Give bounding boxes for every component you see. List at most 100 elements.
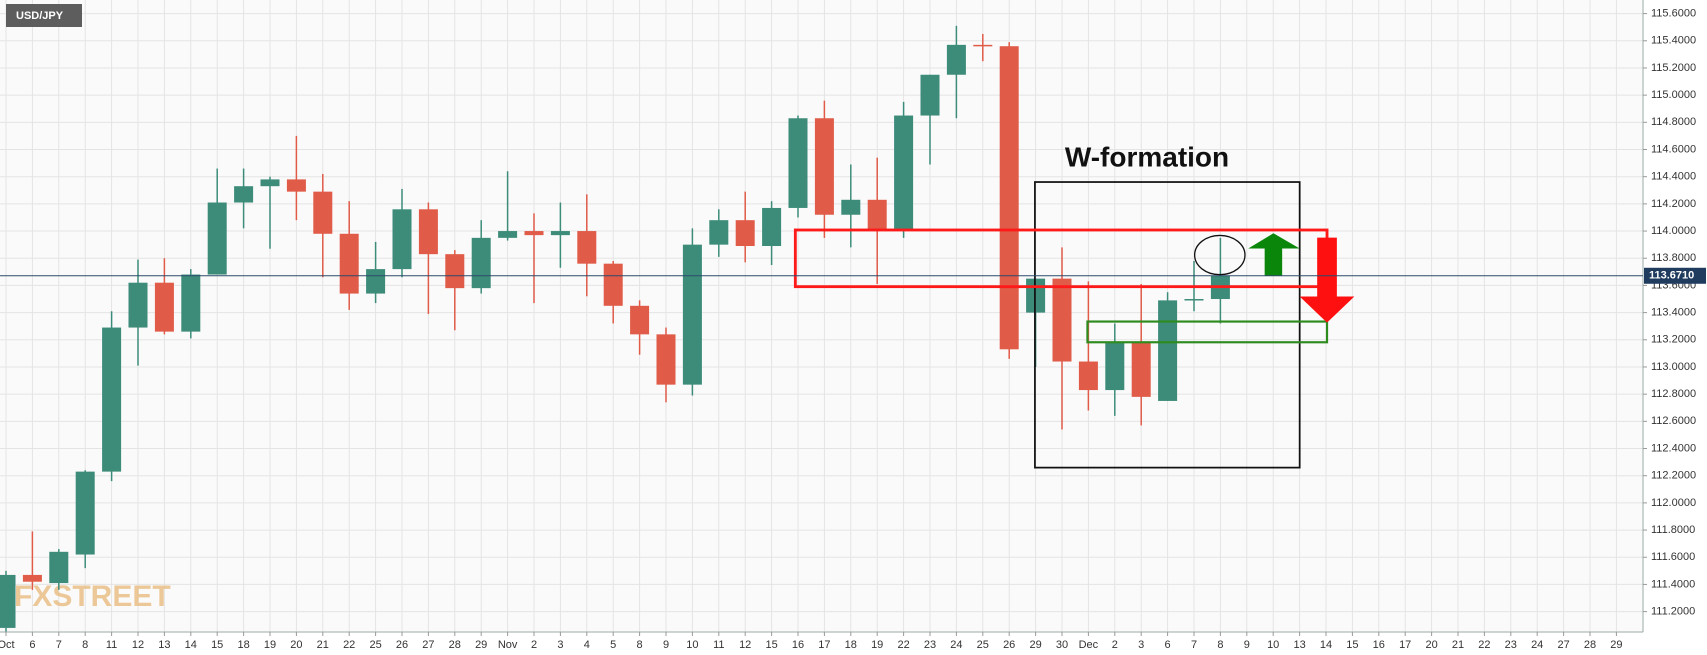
candle-body <box>603 263 623 306</box>
y-tick-label: 115.4000 <box>1651 35 1696 47</box>
candle-body <box>286 179 306 192</box>
x-tick-label: 3 <box>1138 639 1144 651</box>
x-tick-label: 16 <box>792 639 804 651</box>
annotation-text: W-formation <box>1065 141 1229 172</box>
y-tick-label: 111.8000 <box>1651 524 1695 536</box>
y-tick-label: 114.8000 <box>1651 116 1696 128</box>
candle-body <box>234 186 254 203</box>
candle-body <box>418 209 438 255</box>
y-tick-label: 113.4000 <box>1651 307 1696 319</box>
y-tick-label: 114.0000 <box>1651 225 1696 237</box>
x-tick-label: 24 <box>950 639 962 651</box>
symbol-box <box>6 4 82 27</box>
x-tick-label: 9 <box>1244 639 1250 651</box>
x-tick-label: 18 <box>237 639 249 651</box>
candles <box>0 25 1230 632</box>
x-tick-label: 7 <box>1191 639 1197 651</box>
candle-body <box>1131 342 1151 397</box>
x-tick-label: Oct <box>0 639 15 651</box>
x-tick-label: 22 <box>1478 639 1490 651</box>
x-tick-label: 2 <box>1112 639 1118 651</box>
candle-body <box>550 231 570 236</box>
x-tick-label: 15 <box>211 639 223 651</box>
x-tick-label: 20 <box>290 639 302 651</box>
x-tick-label: 14 <box>1320 639 1332 651</box>
y-tick-label: 113.0000 <box>1651 361 1696 373</box>
x-tick-label: 21 <box>1452 639 1464 651</box>
x-tick-label: 6 <box>29 639 35 651</box>
x-tick-label: 4 <box>584 639 590 651</box>
x-tick-label: 24 <box>1531 639 1543 651</box>
x-tick-label: 23 <box>924 639 936 651</box>
y-tick-label: 114.6000 <box>1651 143 1696 155</box>
annotations <box>793 181 1355 469</box>
candle-body <box>867 199 887 230</box>
candle-body <box>471 237 491 289</box>
y-tick-label: 112.2000 <box>1651 470 1696 482</box>
x-tick-label: 29 <box>1029 639 1041 651</box>
x-tick-label: 19 <box>264 639 276 651</box>
candle-body <box>1052 278 1072 362</box>
candle-body <box>682 244 702 385</box>
x-tick-label: 14 <box>185 639 197 651</box>
candle-body <box>814 118 834 215</box>
x-tick-label: 20 <box>1425 639 1437 651</box>
symbol-label: USD/JPY <box>16 10 64 22</box>
x-tick-label: 12 <box>739 639 751 651</box>
candle-body <box>445 254 465 289</box>
x-tick-label: 16 <box>1373 639 1385 651</box>
x-tick-label: Nov <box>498 639 518 651</box>
y-tick-label: 115.2000 <box>1651 62 1696 74</box>
candle-body <box>999 46 1019 350</box>
x-tick-label: 17 <box>1399 639 1411 651</box>
candle-body <box>128 282 148 328</box>
y-tick-label: 111.2000 <box>1651 606 1695 618</box>
y-tick-label: 112.4000 <box>1651 442 1696 454</box>
up-arrow <box>1248 233 1300 276</box>
y-tick-label: 115.0000 <box>1651 89 1696 101</box>
x-tick-label: 2 <box>531 639 537 651</box>
y-tick-label: 115.6000 <box>1651 7 1696 19</box>
candle-body <box>894 115 914 230</box>
x-tick-label: Dec <box>1079 639 1099 651</box>
candle-body <box>498 231 518 238</box>
candle-body <box>154 282 174 332</box>
candle-body <box>75 471 95 555</box>
x-tick-label: 5 <box>610 639 616 651</box>
x-tick-label: 8 <box>1217 639 1223 651</box>
w-box <box>1034 181 1301 469</box>
candle-body <box>181 274 201 332</box>
x-tick-label: 3 <box>557 639 563 651</box>
plot-background <box>0 0 1643 632</box>
candle-body <box>656 334 676 385</box>
y-tick-label: 114.2000 <box>1651 198 1696 210</box>
candle-body <box>392 209 412 270</box>
x-tick-label: 10 <box>1267 639 1279 651</box>
x-tick-label: 22 <box>343 639 355 651</box>
watermark: FXSTREET <box>14 580 171 613</box>
x-tick-label: 26 <box>1003 639 1015 651</box>
candle-body <box>709 220 729 245</box>
x-tick-label: 26 <box>396 639 408 651</box>
y-tick-label: 112.6000 <box>1651 415 1696 427</box>
x-tick-label: 10 <box>686 639 698 651</box>
x-tick-label: 28 <box>449 639 461 651</box>
x-tick-label: 23 <box>1505 639 1517 651</box>
x-tick-label: 15 <box>1346 639 1358 651</box>
candle-body <box>1184 299 1204 301</box>
candle-body <box>1105 342 1125 391</box>
last-price-box <box>1644 267 1706 284</box>
x-tick-label: 13 <box>158 639 170 651</box>
candle-body <box>260 179 280 187</box>
x-tick-label: 27 <box>422 639 434 651</box>
y-tick-label: 111.4000 <box>1651 578 1695 590</box>
candle-body <box>946 44 966 75</box>
x-tick-label: 13 <box>1293 639 1305 651</box>
x-tick-label: 29 <box>1610 639 1622 651</box>
candle-body <box>102 327 122 472</box>
y-tick-label: 112.0000 <box>1651 497 1696 509</box>
x-tick-label: 22 <box>897 639 909 651</box>
x-tick-label: 18 <box>845 639 857 651</box>
x-tick-label: 30 <box>1056 639 1068 651</box>
